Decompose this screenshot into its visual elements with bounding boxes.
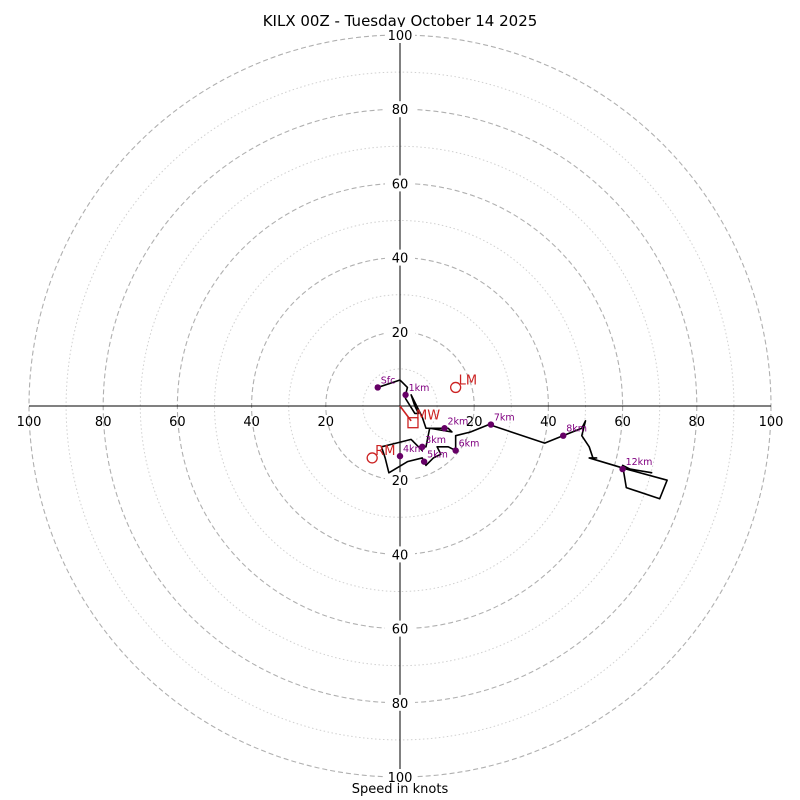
tick-label-y-bottom-60: 60: [392, 623, 409, 638]
tick-label-x-left-100: 100: [17, 415, 42, 430]
tick-label-y-bottom-40: 40: [392, 548, 409, 563]
tick-bg-y-top-100: [385, 27, 415, 43]
tick-label-x-left-20: 20: [318, 415, 335, 430]
chart-title: KILX 00Z - Tuesday October 14 2025: [262, 12, 538, 30]
x-axis-label: Speed in knots: [351, 782, 449, 797]
tick-labels: 20 20 20 20 40 40 40 40 60 60 60 60 80 80 80 80 100 100 10…: [17, 27, 784, 786]
tick-label-x-right-40: 40: [540, 415, 557, 430]
hodograph-trace-layer: [377, 379, 668, 500]
tick-bg-y-bottom-40: [385, 546, 415, 563]
shear-vector: [399, 405, 412, 422]
tick-bg-y-top-20: [385, 323, 415, 340]
height-marker-8km: [560, 432, 567, 439]
storm-label-RM: RM: [375, 444, 395, 459]
tick-label-x-right-100: 100: [759, 415, 784, 430]
height-label-12km: 12km: [626, 457, 653, 468]
tick-label-y-top-60: 60: [392, 177, 409, 192]
tick-label-x-right-20: 20: [466, 415, 483, 430]
height-label-1km: 1km: [409, 383, 430, 394]
height-marker-12km: [619, 465, 626, 473]
tick-bg-y-top-60: [385, 175, 415, 192]
tick-bg-y-bottom-60: [385, 620, 415, 637]
hodograph-trace: [377, 379, 668, 500]
tick-label-y-top-20: 20: [392, 326, 409, 341]
tick-label-x-right-80: 80: [689, 415, 706, 430]
height-label-Sfc: Sfc: [381, 375, 396, 386]
tick-bg-y-top-80: [385, 101, 415, 118]
height-marker-1km: [402, 391, 409, 399]
height-marker-4km: [396, 452, 404, 460]
height-marker-2km: [441, 425, 448, 432]
storm-label-MW: MW: [416, 409, 440, 424]
tick-bg-y-top-40: [385, 249, 415, 266]
height-label-4km: 4km: [403, 444, 424, 455]
tick-label-y-bottom-100: 100: [388, 771, 413, 786]
height-label-6km: 6km: [459, 439, 480, 450]
storm-label-LM: LM: [459, 373, 477, 388]
height-marker-6km: [452, 447, 459, 454]
tick-bg-y-bottom-20: [385, 472, 415, 489]
height-marker-5km: [420, 458, 428, 465]
tick-bg-y-bottom-100: [385, 769, 415, 785]
height-marker-7km: [487, 421, 495, 428]
tick-label-y-top-100: 100: [388, 29, 413, 44]
height-label-2km: 2km: [448, 416, 469, 427]
storm-marker-LM: [449, 381, 462, 394]
tick-label-x-right-60: 60: [614, 415, 631, 430]
height-label-8km: 8km: [566, 424, 587, 435]
storm-marker-MW: [407, 417, 419, 429]
storm-motion-markers: LM RM MW: [366, 373, 477, 464]
height-marker-Sfc: [374, 384, 381, 391]
tick-bg-y-bottom-80: [385, 694, 415, 711]
tick-label-y-bottom-20: 20: [392, 474, 409, 489]
tick-label-y-top-80: 80: [392, 103, 409, 118]
height-marker-3km: [419, 443, 426, 451]
tick-label-x-left-80: 80: [95, 415, 112, 430]
tick-label-y-top-40: 40: [392, 252, 409, 267]
height-label-5km: 5km: [427, 450, 448, 461]
tick-label-y-bottom-80: 80: [392, 697, 409, 712]
height-label-7km: 7km: [494, 413, 515, 424]
tick-label-x-left-60: 60: [169, 415, 186, 430]
storm-marker-RM: [366, 452, 378, 464]
height-label-3km: 3km: [425, 435, 446, 446]
tick-label-x-left-40: 40: [243, 415, 260, 430]
